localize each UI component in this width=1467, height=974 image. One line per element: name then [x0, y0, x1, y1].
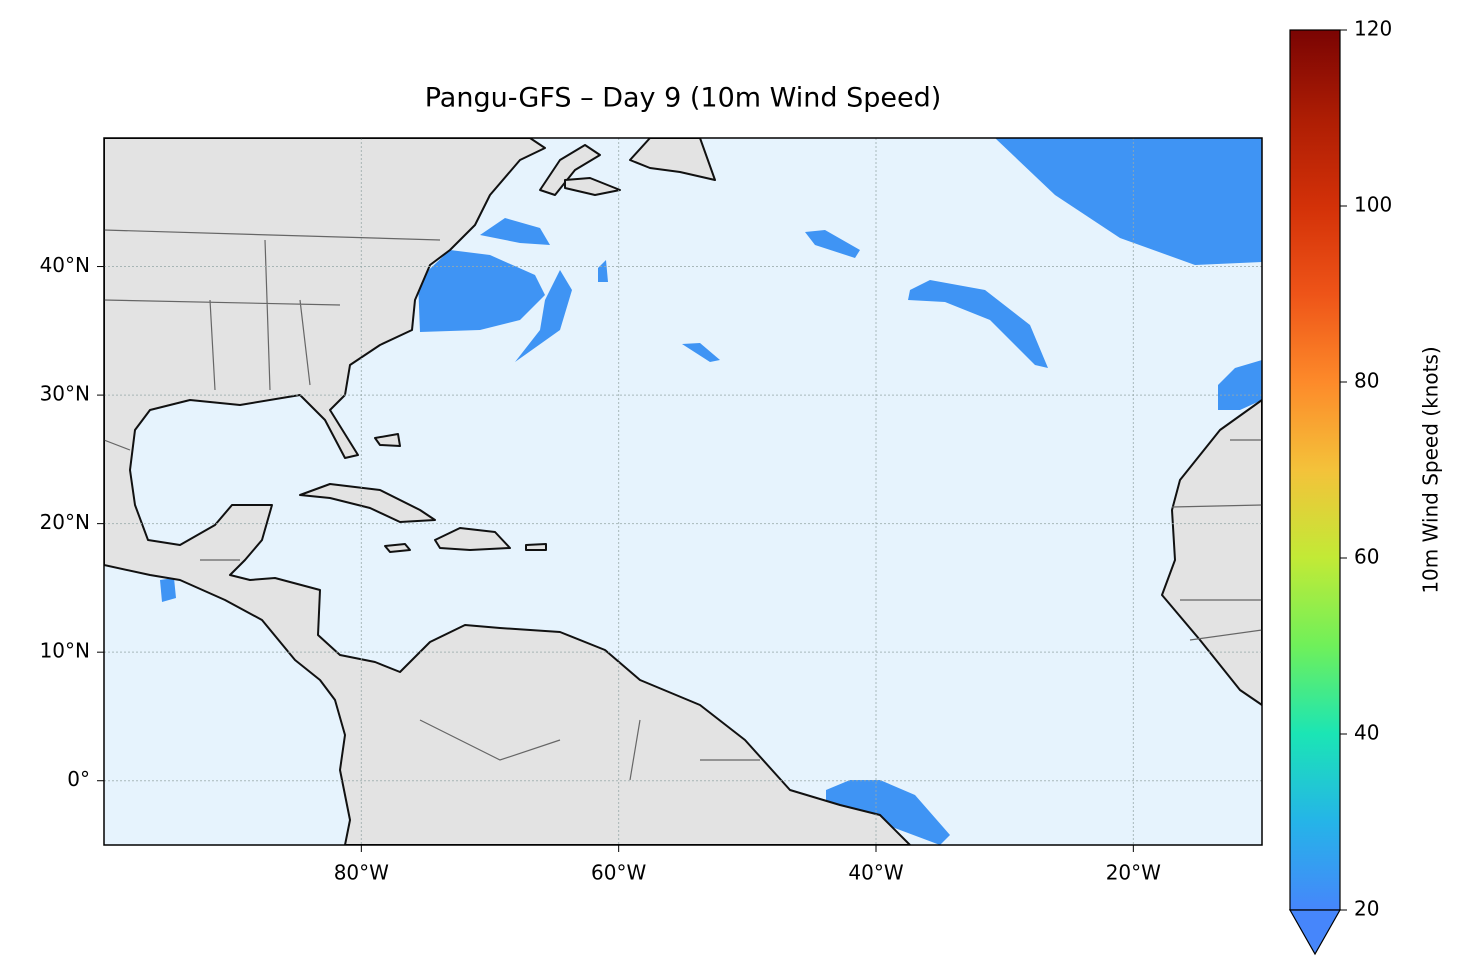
wind-area [805, 230, 860, 258]
wind-area [418, 250, 545, 332]
y-tick-label: 0° [67, 767, 90, 791]
land [539, 144, 601, 196]
land [1161, 399, 1262, 706]
x-tick-label: 80°W [334, 861, 389, 885]
colorbar-extend [1288, 909, 1342, 956]
y-tick-label: 10°N [40, 639, 90, 663]
colorbar-tick-label: 20 [1354, 897, 1379, 921]
y-tick-label: 20°N [40, 510, 90, 534]
colorbar-tick-label: 60 [1354, 545, 1379, 569]
x-tick-label: 20°W [1106, 861, 1161, 885]
land [629, 138, 716, 181]
colorbar-tick-label: 80 [1354, 369, 1379, 393]
land [525, 543, 547, 551]
y-tick-label: 40°N [40, 253, 90, 277]
y-tick-label: 30°N [40, 382, 90, 406]
wind-area [1218, 360, 1262, 410]
plot-frame [103, 137, 1263, 846]
land [384, 543, 411, 553]
land [104, 138, 911, 845]
wind-area [826, 780, 950, 845]
wind-area [598, 260, 608, 282]
colorbar-tick-label: 120 [1354, 17, 1392, 41]
border [104, 229, 1262, 781]
colorbar-tick-label: 40 [1354, 721, 1379, 745]
colorbar-label: 10m Wind Speed (knots) [1419, 346, 1443, 593]
map [104, 138, 1262, 845]
wind-area [515, 270, 572, 362]
x-tick-label: 40°W [848, 861, 903, 885]
wind-area [480, 218, 550, 245]
colorbar [1289, 29, 1341, 911]
wind-area [995, 138, 1262, 265]
x-tick-label: 60°W [591, 861, 646, 885]
land [564, 177, 621, 196]
land [374, 433, 401, 447]
wind-area [160, 578, 176, 602]
colorbar-tick-label: 100 [1354, 193, 1392, 217]
chart-title: Pangu-GFS – Day 9 (10m Wind Speed) [425, 83, 942, 114]
land [299, 483, 436, 523]
wind-area [908, 280, 1048, 368]
wind-area [682, 343, 720, 362]
land [434, 527, 511, 551]
